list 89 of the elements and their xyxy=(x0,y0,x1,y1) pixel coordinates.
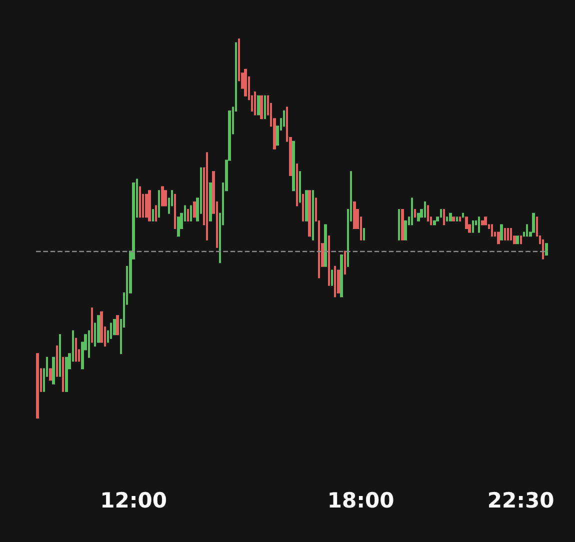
candlestick xyxy=(65,356,68,392)
candlestick xyxy=(244,68,247,96)
candlestick xyxy=(427,205,429,222)
candlestick xyxy=(459,216,461,222)
candlestick xyxy=(411,198,413,226)
candlestick xyxy=(113,318,116,336)
candlestick xyxy=(449,212,452,222)
candlestick xyxy=(174,194,176,229)
candlestick xyxy=(452,216,455,222)
candlestick xyxy=(257,95,260,116)
candlestick xyxy=(97,315,100,343)
candlestick xyxy=(446,216,448,222)
candlestick xyxy=(526,224,528,237)
candlestick xyxy=(340,254,343,298)
candlestick xyxy=(363,228,365,240)
candlestick xyxy=(478,216,480,233)
candlestick xyxy=(190,205,192,222)
candlestick xyxy=(209,182,212,222)
candlestick xyxy=(491,224,493,237)
candlestick xyxy=(158,190,160,218)
candlestick xyxy=(542,239,544,260)
candlestick xyxy=(164,190,167,206)
candlestick xyxy=(59,334,61,377)
candlestick xyxy=(148,190,151,222)
candlestick xyxy=(337,270,340,294)
candlestick xyxy=(520,236,522,244)
candlestick xyxy=(414,209,416,218)
candlestick xyxy=(484,216,487,226)
candlestick xyxy=(497,232,500,244)
candlestick xyxy=(404,220,407,240)
candlestick xyxy=(507,228,509,240)
candlestick xyxy=(440,209,442,218)
candlestick xyxy=(324,224,327,267)
candlestick xyxy=(462,212,464,218)
candlestick xyxy=(417,212,420,222)
candlestick xyxy=(91,308,93,343)
candlestick xyxy=(292,140,295,192)
candlestick xyxy=(532,212,535,233)
candlestick xyxy=(36,353,39,418)
candlestick xyxy=(145,194,148,218)
candlestick xyxy=(302,194,304,222)
candlestick xyxy=(510,228,512,240)
candlestick xyxy=(193,201,196,218)
candlestick xyxy=(49,368,52,381)
candlestick xyxy=(481,220,484,226)
candlestick xyxy=(331,270,333,286)
candlestick xyxy=(283,110,285,127)
candlestick xyxy=(88,330,90,358)
candlestick xyxy=(296,164,298,206)
candlestick xyxy=(187,209,189,222)
candlestick xyxy=(264,95,266,120)
candlestick xyxy=(472,220,474,233)
candlestick xyxy=(155,205,157,222)
candlestick xyxy=(443,209,445,226)
candlestick xyxy=(52,356,55,384)
candlestick xyxy=(433,220,436,226)
candlestick xyxy=(312,190,314,240)
candlestick xyxy=(500,224,503,240)
candlestick xyxy=(504,228,506,240)
candlestick xyxy=(116,315,119,336)
x-tick-label: 18:00 xyxy=(327,488,394,512)
candlestick xyxy=(334,266,336,298)
candlestick xyxy=(465,216,468,229)
candlestick xyxy=(100,311,103,343)
candlestick xyxy=(305,190,308,222)
candlestick xyxy=(260,95,263,120)
candlestick xyxy=(401,209,404,240)
candlestick xyxy=(206,152,208,240)
candlestick xyxy=(139,186,141,218)
candlestick xyxy=(299,171,301,202)
candlestick xyxy=(516,236,519,244)
candlestick xyxy=(545,243,548,256)
candlestick xyxy=(398,209,400,240)
candlestick xyxy=(161,186,164,206)
candlestick xyxy=(456,216,458,222)
candlestick xyxy=(152,209,154,222)
candlestick xyxy=(353,201,356,229)
candlestick xyxy=(344,250,346,274)
x-tick-label: 12:00 xyxy=(100,488,168,512)
candlestick xyxy=(177,216,180,237)
candlestick xyxy=(56,345,58,377)
candlestick xyxy=(308,190,311,237)
x-tick-label: 22:30 xyxy=(487,488,554,512)
candlestick xyxy=(110,322,112,339)
candlestick xyxy=(62,356,64,392)
candlestick xyxy=(254,92,256,116)
candlestick xyxy=(75,338,77,362)
candlestick xyxy=(424,201,426,218)
candlestick xyxy=(328,236,330,286)
